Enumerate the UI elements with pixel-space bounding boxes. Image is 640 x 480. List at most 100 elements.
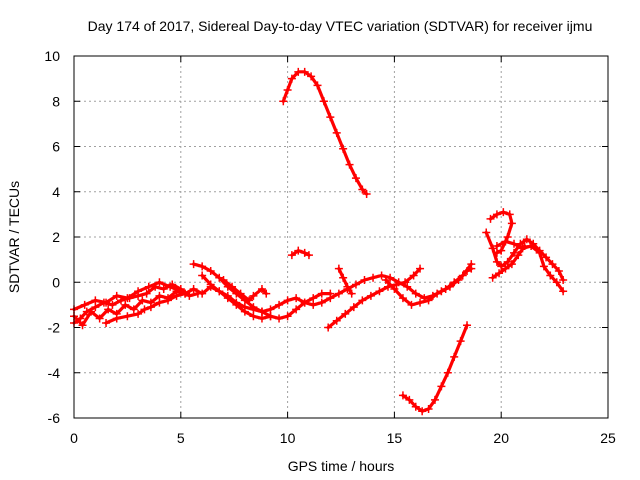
data-point	[228, 282, 237, 291]
data-point	[510, 239, 519, 248]
data-point	[198, 271, 207, 280]
data-point	[424, 296, 433, 305]
series-arc-13	[398, 321, 472, 416]
data-point	[386, 273, 395, 282]
data-point	[492, 210, 501, 219]
data-point	[503, 233, 512, 241]
data-point	[181, 289, 190, 298]
data-point	[403, 282, 412, 291]
data-point	[416, 264, 425, 273]
grid-layer	[74, 56, 608, 418]
series-arc-17	[488, 242, 529, 282]
series-trace	[337, 267, 354, 296]
data-point	[91, 303, 100, 312]
data-point	[112, 291, 121, 300]
data-point	[332, 316, 341, 325]
x-tick-label: 0	[70, 430, 78, 446]
data-point	[215, 287, 224, 296]
data-point	[189, 285, 198, 294]
data-point	[548, 260, 557, 269]
data-point	[206, 280, 215, 289]
data-point	[146, 303, 155, 312]
data-point	[486, 214, 495, 223]
y-tick-label: -4	[48, 365, 61, 381]
series-trace	[290, 249, 311, 257]
data-point	[78, 321, 87, 330]
data-point	[292, 294, 301, 303]
series-arc-6	[198, 271, 275, 323]
data-point	[407, 300, 416, 309]
data-point	[155, 298, 164, 307]
data-point	[257, 314, 266, 323]
data-point	[401, 278, 410, 287]
data-point	[501, 237, 510, 246]
x-tick-label: 20	[493, 430, 509, 446]
series-arc-16	[492, 237, 568, 296]
data-point	[138, 296, 147, 305]
data-point	[102, 298, 111, 307]
data-point	[112, 314, 121, 323]
data-point	[257, 307, 266, 316]
data-point	[505, 210, 514, 219]
data-point	[317, 298, 326, 307]
data-point	[140, 305, 149, 314]
x-tick-label: 5	[177, 430, 185, 446]
data-point	[497, 262, 506, 271]
data-point	[351, 174, 360, 183]
x-tick-label: 25	[600, 430, 616, 446]
y-tick-label: 8	[52, 93, 60, 109]
data-point	[510, 248, 519, 257]
data-point	[134, 309, 143, 318]
data-point	[163, 296, 172, 305]
data-point	[398, 294, 407, 303]
data-point	[552, 278, 561, 287]
data-point	[433, 289, 442, 298]
series-trace	[72, 267, 473, 327]
data-point	[345, 160, 354, 169]
data-point	[123, 294, 132, 303]
data-point	[334, 289, 343, 298]
y-tick-label: 6	[52, 139, 60, 155]
data-point	[381, 275, 390, 284]
data-point	[351, 280, 360, 289]
data-point	[144, 282, 153, 291]
data-point	[155, 291, 164, 300]
data-point	[287, 251, 296, 260]
data-point	[275, 300, 284, 309]
data-point	[159, 285, 168, 294]
data-point	[458, 271, 467, 280]
y-tick-label: 0	[52, 274, 60, 290]
y-tick-label: 4	[52, 184, 60, 200]
data-point	[482, 228, 491, 237]
data-point	[456, 337, 465, 346]
series-arc-7	[219, 275, 271, 305]
data-point	[503, 257, 512, 266]
data-point	[304, 251, 313, 260]
chart-title: Day 174 of 2017, Sidereal Day-to-day VTE…	[88, 18, 593, 34]
data-point	[539, 262, 548, 271]
data-point	[522, 235, 531, 244]
data-point	[559, 275, 568, 284]
data-point	[362, 190, 371, 199]
data-point	[554, 266, 563, 275]
data-point	[307, 72, 316, 81]
data-point	[104, 305, 113, 314]
data-point	[430, 395, 439, 404]
data-point	[358, 296, 367, 305]
data-point	[283, 312, 292, 321]
data-point	[546, 271, 555, 280]
data-point	[76, 314, 85, 323]
series-arc-5	[189, 260, 335, 323]
series-arc-4	[102, 289, 190, 327]
data-point	[91, 296, 100, 305]
y-tick-label: -6	[48, 410, 61, 426]
data-point	[492, 257, 501, 266]
data-point	[358, 185, 367, 194]
data-point	[189, 260, 198, 269]
data-point	[102, 318, 111, 327]
data-point	[424, 404, 433, 413]
series-trace	[104, 292, 187, 325]
data-point	[343, 282, 352, 291]
data-point	[467, 260, 476, 269]
data-point	[492, 242, 501, 251]
